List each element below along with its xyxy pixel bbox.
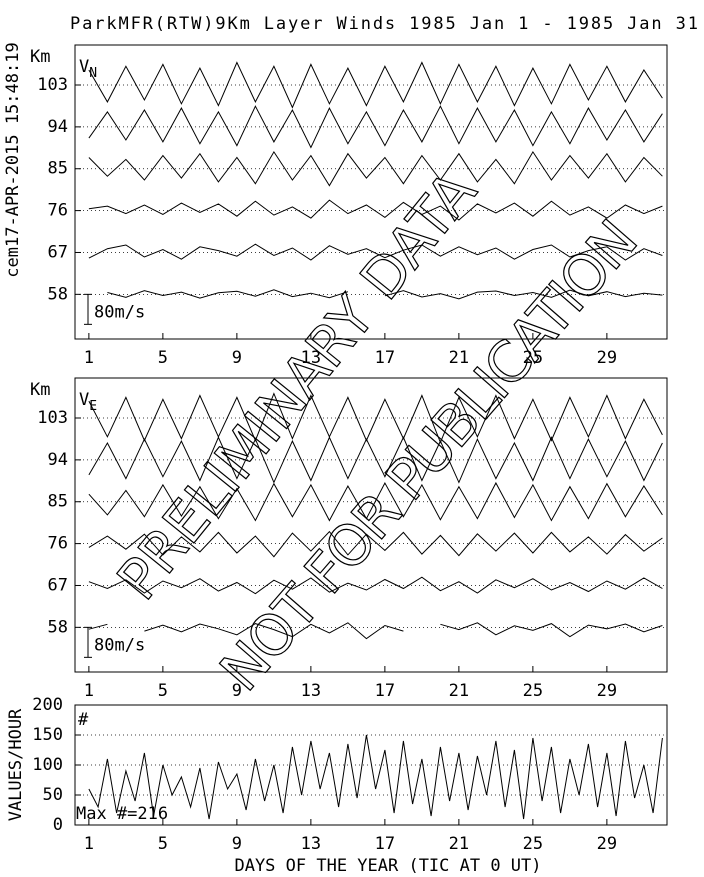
scale-bar-label: 80m/s: [94, 302, 145, 322]
x-tick-label: 9: [232, 348, 242, 368]
panel-label: VN: [79, 57, 97, 81]
y-tick-label: 58: [48, 284, 68, 304]
x-tick-label: 25: [523, 834, 543, 854]
plot-frame: [74, 377, 668, 673]
y-tick-label: 58: [48, 617, 68, 637]
x-tick-label: 9: [232, 681, 242, 701]
x-tick-label: 29: [597, 834, 617, 854]
x-tick-label: 13: [301, 348, 321, 368]
x-tick-label: 1: [84, 348, 94, 368]
x-tick-label: 21: [449, 348, 469, 368]
data-line: [88, 61, 663, 109]
x-tick-label: 9: [232, 834, 242, 854]
y-axis-title: Km: [30, 47, 50, 67]
x-tick-label: 5: [158, 348, 168, 368]
panel-label: VE: [79, 390, 97, 414]
x-tick-label: 25: [523, 348, 543, 368]
data-line: [88, 199, 663, 221]
plot-frame: [74, 44, 668, 340]
y-tick-label: 0: [53, 815, 63, 835]
y-axis-title: VALUES/HOUR: [6, 708, 26, 821]
panel-label-sub: N: [89, 66, 97, 81]
data-line: [88, 530, 663, 558]
x-tick-label: 13: [301, 834, 321, 854]
data-line: [88, 392, 663, 444]
y-tick-label: 103: [37, 75, 68, 95]
data-line: [107, 289, 349, 299]
y-tick-label: 94: [48, 117, 68, 137]
x-tick-label: 29: [597, 681, 617, 701]
x-tick-label: 17: [375, 348, 395, 368]
max-label: Max #=216: [76, 804, 168, 824]
x-tick-label: 13: [301, 681, 321, 701]
x-tick-label: 21: [449, 834, 469, 854]
chart-title: ParkMFR(RTW)9Km Layer Winds 1985 Jan 1 -…: [70, 14, 698, 34]
scale-bar-label: 80m/s: [94, 635, 145, 655]
x-axis-title: DAYS OF THE YEAR (TIC AT 0 UT): [234, 856, 541, 876]
x-tick-label: 17: [375, 834, 395, 854]
y-axis-title: Km: [30, 380, 50, 400]
x-tick-label: 21: [449, 681, 469, 701]
data-line: [88, 481, 663, 522]
data-line: [88, 243, 663, 261]
plot-frame: [74, 704, 668, 826]
y-tick-label: 85: [48, 159, 68, 179]
y-tick-label: 200: [32, 695, 63, 715]
data-line: [88, 436, 663, 484]
data-line: [88, 734, 663, 820]
y-tick-label: 100: [32, 755, 63, 775]
data-line: [144, 622, 404, 640]
x-tick-label: 1: [84, 834, 94, 854]
data-line: [88, 105, 663, 149]
y-tick-label: 94: [48, 450, 68, 470]
y-tick-label: 50: [43, 785, 63, 805]
y-tick-label: 76: [48, 201, 68, 221]
y-tick-label: 150: [32, 725, 63, 745]
x-tick-label: 1: [84, 681, 94, 701]
timestamp: cem17-APR-2015 15:48:19: [3, 42, 23, 277]
x-tick-label: 5: [158, 834, 168, 854]
y-tick-label: 85: [48, 492, 68, 512]
data-line: [88, 150, 663, 187]
data-line: [88, 576, 663, 595]
y-tick-label: 67: [48, 575, 68, 595]
y-tick-label: 76: [48, 534, 68, 554]
x-tick-label: 25: [523, 681, 543, 701]
data-line: [88, 623, 108, 630]
y-tick-label: 67: [48, 242, 68, 262]
x-tick-label: 5: [158, 681, 168, 701]
y-tick-label: 103: [37, 408, 68, 428]
symbol-label: #: [78, 710, 89, 730]
panel-label-main: V: [79, 57, 89, 77]
panel-label-main: V: [79, 390, 89, 410]
x-tick-label: 17: [375, 681, 395, 701]
panel-label-sub: E: [89, 399, 97, 414]
data-line: [440, 622, 663, 638]
x-tick-label: 29: [597, 348, 617, 368]
